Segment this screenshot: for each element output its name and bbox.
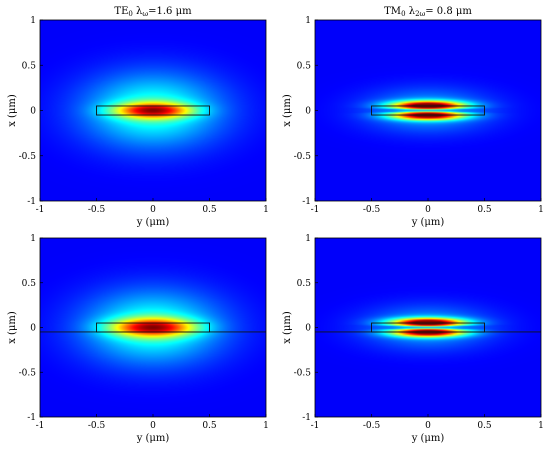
- y-tick-label: 0.5: [297, 279, 312, 289]
- y-tick-label: -1: [27, 413, 36, 423]
- x-tick-label: -0.5: [363, 205, 381, 215]
- y-tick-label: -1: [27, 197, 36, 207]
- x-tick-label: -0.5: [88, 421, 106, 431]
- x-tick-label: -1: [36, 421, 45, 431]
- y-tick-label: 1: [305, 234, 311, 244]
- x-tick-label: 0.5: [477, 205, 492, 215]
- y-tick-label: 0.5: [22, 61, 37, 71]
- x-tick-label: 1: [263, 205, 269, 215]
- y-tick-label: -1: [302, 197, 311, 207]
- panel-3: -1 -0.5 0 0.5 1 1 0.5 0 -0.5 -1 y (μm) x (μm): [7, 234, 269, 444]
- x-tick-label: 1: [538, 205, 544, 215]
- y-axis-label: x (μm): [7, 311, 18, 344]
- y-tick-label: 0.5: [297, 61, 312, 71]
- panel-title: TM0 λ2ω= 0.8 μm: [384, 6, 472, 18]
- x-tick-label: -1: [311, 421, 320, 431]
- y-tick-label: 0.5: [22, 279, 37, 289]
- field-heatmap: [40, 20, 266, 201]
- x-tick-label: 1: [263, 421, 269, 431]
- y-tick-label: 1: [305, 16, 311, 26]
- x-tick-label: 0: [425, 421, 431, 431]
- panel-title: TE0 λω=1.6 μm: [114, 6, 192, 18]
- x-axis-label: y (μm): [136, 217, 170, 228]
- x-tick-label: 0: [150, 205, 156, 215]
- panel-4: -1 -0.5 0 0.5 1 1 0.5 0 -0.5 -1 y (μm) x (μm): [282, 234, 544, 444]
- y-axis-label: x (μm): [7, 94, 18, 127]
- panel-2: -1 -0.5 0 0.5 1 1 0.5 0 -0.5 -1 y (μm) x (μm) TM0 λ2…: [282, 6, 544, 228]
- y-tick-label: 0: [30, 107, 36, 117]
- x-tick-label: 0: [425, 205, 431, 215]
- y-tick-label: 0: [30, 324, 36, 334]
- field-heatmap: [315, 20, 541, 201]
- x-tick-label: -1: [311, 205, 320, 215]
- x-axis-label: y (μm): [411, 433, 445, 444]
- x-tick-label: -1: [36, 205, 45, 215]
- y-tick-label: 1: [30, 234, 36, 244]
- y-axis-label: x (μm): [282, 311, 293, 344]
- y-tick-label: -0.5: [294, 152, 312, 162]
- x-tick-label: -0.5: [363, 421, 381, 431]
- y-tick-label: -0.5: [19, 368, 37, 378]
- x-axis-label: y (μm): [136, 433, 170, 444]
- y-axis-label: x (μm): [282, 94, 293, 127]
- x-tick-label: 0.5: [477, 421, 492, 431]
- waveguide-outline: [371, 105, 485, 116]
- y-tick-label: 0: [305, 107, 311, 117]
- y-tick-label: 0: [305, 324, 311, 334]
- x-axis-label: y (μm): [411, 217, 445, 228]
- x-tick-label: 1: [538, 421, 544, 431]
- y-tick-label: -1: [302, 413, 311, 423]
- panel-1: -1 -0.5 0 0.5 1 1 0.5 0 -0.5 -1 y (μm) x (μm) TE0 λω…: [7, 6, 269, 228]
- x-tick-label: 0.5: [202, 205, 217, 215]
- y-tick-label: -0.5: [294, 368, 312, 378]
- field-heatmap: [315, 238, 541, 417]
- x-tick-label: 0.5: [202, 421, 217, 431]
- waveguide-outline: [96, 105, 210, 116]
- y-tick-label: -0.5: [19, 152, 37, 162]
- field-heatmap: [40, 238, 266, 417]
- x-tick-label: -0.5: [88, 205, 106, 215]
- y-tick-label: 1: [30, 16, 36, 26]
- x-tick-label: 0: [150, 421, 156, 431]
